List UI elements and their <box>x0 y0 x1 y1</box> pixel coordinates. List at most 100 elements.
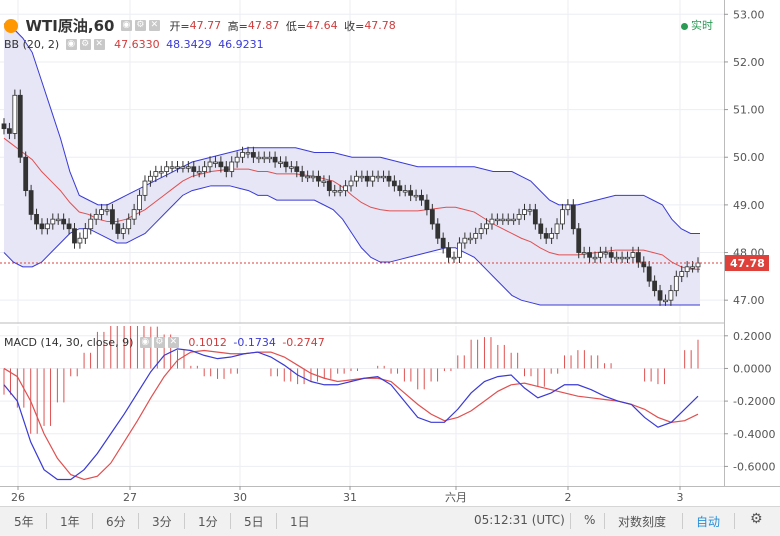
open-value: 47.77 <box>189 19 222 32</box>
candle-body <box>218 161 224 168</box>
price-pane[interactable]: WTI原油, 60 ◉ ⚙ ✕ 开=47.77 高=47.87 低=47.64 收=… <box>0 0 724 324</box>
bb-label[interactable]: BB (20, 2) <box>4 37 60 51</box>
price-chart[interactable] <box>0 0 724 324</box>
candle-body <box>55 218 61 222</box>
close-icon[interactable]: ✕ <box>93 38 105 50</box>
candle-body <box>635 252 641 263</box>
candle-body <box>191 166 197 172</box>
candle-body <box>440 237 446 249</box>
eye-icon[interactable]: ◉ <box>139 336 151 348</box>
macd-tick-label: -0.2000 <box>733 395 775 408</box>
symbol-name[interactable]: WTI原油 <box>25 17 88 35</box>
range-1m-button[interactable]: 1分 <box>198 515 218 529</box>
macd-tick-label: 0.2000 <box>733 330 772 343</box>
macd-signal-value: -0.2747 <box>282 335 325 349</box>
candle-body <box>261 156 267 160</box>
settings-icon[interactable]: ⚙ <box>79 38 91 50</box>
candle-body <box>256 156 262 160</box>
last-price-tag-label: 47.78 <box>730 257 765 270</box>
candle-body <box>310 175 316 179</box>
candle-body <box>17 94 23 158</box>
candle-body <box>316 175 321 182</box>
candle-body <box>72 228 77 244</box>
close-icon[interactable]: ✕ <box>148 20 160 31</box>
range-5y-button[interactable]: 5年 <box>14 515 34 529</box>
candle-body <box>164 166 170 172</box>
candle-body <box>592 256 598 260</box>
last-price-tag <box>725 255 769 272</box>
candle-body <box>386 175 392 182</box>
settings-icon[interactable]: ⚙ <box>153 336 165 348</box>
macd-pane[interactable]: MACD (14, 30, close, 9) ◉ ⚙ ✕ 0.1012 -0.17… <box>0 321 724 486</box>
candle-body <box>272 156 278 163</box>
candle-body <box>370 175 376 182</box>
candle-body <box>142 180 148 196</box>
candle-body <box>391 180 397 187</box>
candle-body <box>500 218 506 222</box>
macd-line <box>3 348 699 481</box>
range-5d-button[interactable]: 5日 <box>244 515 264 529</box>
candle-body <box>180 166 186 169</box>
candle-body <box>462 237 468 244</box>
live-dot-icon <box>681 22 688 30</box>
candle-body <box>137 194 142 211</box>
candle-body <box>185 166 191 169</box>
bb-lower-value: 46.9231 <box>218 37 264 51</box>
low-label: 低= <box>285 19 307 33</box>
eye-icon[interactable]: ◉ <box>65 38 77 50</box>
candle-body <box>196 171 202 174</box>
macd-label[interactable]: MACD (14, 30, close, 9) <box>4 335 134 349</box>
settings-icon[interactable]: ⚙ <box>134 20 146 31</box>
range-6m-button[interactable]: 6分 <box>106 515 126 529</box>
bb-fill-area <box>4 23 700 305</box>
range-1y-button[interactable]: 1年 <box>60 515 80 529</box>
percent-toggle[interactable]: % <box>584 513 596 527</box>
candle-body <box>668 290 674 301</box>
auto-scale-toggle[interactable]: 自动 <box>696 515 721 529</box>
bb-mid-value: 47.6330 <box>114 37 160 51</box>
eye-icon[interactable]: ◉ <box>120 20 132 31</box>
candle-body <box>570 204 576 230</box>
candle-body <box>625 256 630 260</box>
time-tick-label: 31 <box>343 491 357 504</box>
candle-body <box>343 185 348 191</box>
candle-body <box>213 161 218 164</box>
candle-body <box>7 128 12 134</box>
candle-body <box>424 199 430 211</box>
price-axis[interactable]: 53.0052.0051.0050.0049.0048.0047.000.200… <box>724 0 780 486</box>
candle-body <box>337 190 343 193</box>
candle-body <box>695 262 701 268</box>
candle-body <box>429 209 435 225</box>
range-3m-button[interactable]: 3分 <box>152 515 172 529</box>
candle-body <box>110 209 115 225</box>
candle-body <box>158 171 164 174</box>
candle-body <box>131 209 137 220</box>
macd-legend: MACD (14, 30, close, 9) ◉ ⚙ ✕ 0.1012 -0.17… <box>4 335 325 349</box>
candle-body <box>359 175 365 179</box>
close-label: 收= <box>344 19 365 33</box>
time-axis[interactable]: 26 27 30 31 六月 2 3 <box>0 486 780 506</box>
candle-body <box>240 152 245 158</box>
symbol-flag-icon <box>4 18 18 33</box>
candle-body <box>663 299 668 303</box>
candle-body <box>527 209 533 212</box>
time-tick-label: 30 <box>233 491 247 504</box>
gear-icon[interactable]: ⚙ <box>750 511 763 527</box>
signal-line <box>3 349 699 481</box>
time-tick-label: 3 <box>677 491 684 504</box>
candle-body <box>641 261 647 268</box>
log-scale-toggle[interactable]: 对数刻度 <box>618 515 667 529</box>
candle-body <box>494 218 500 222</box>
range-1d-button[interactable]: 1日 <box>290 515 310 529</box>
price-tick-label: 49.00 <box>733 199 765 212</box>
macd-chart[interactable] <box>0 321 724 486</box>
interval[interactable]: 60 <box>93 16 115 35</box>
candle-body <box>408 190 414 196</box>
close-icon[interactable]: ✕ <box>167 336 179 348</box>
price-tick-label: 50.00 <box>733 151 765 164</box>
macd-tick-label: 0.0000 <box>733 362 772 375</box>
candle-body <box>61 218 67 225</box>
candle-body <box>223 166 229 172</box>
candle-body <box>402 190 408 193</box>
candle-body <box>169 166 175 169</box>
